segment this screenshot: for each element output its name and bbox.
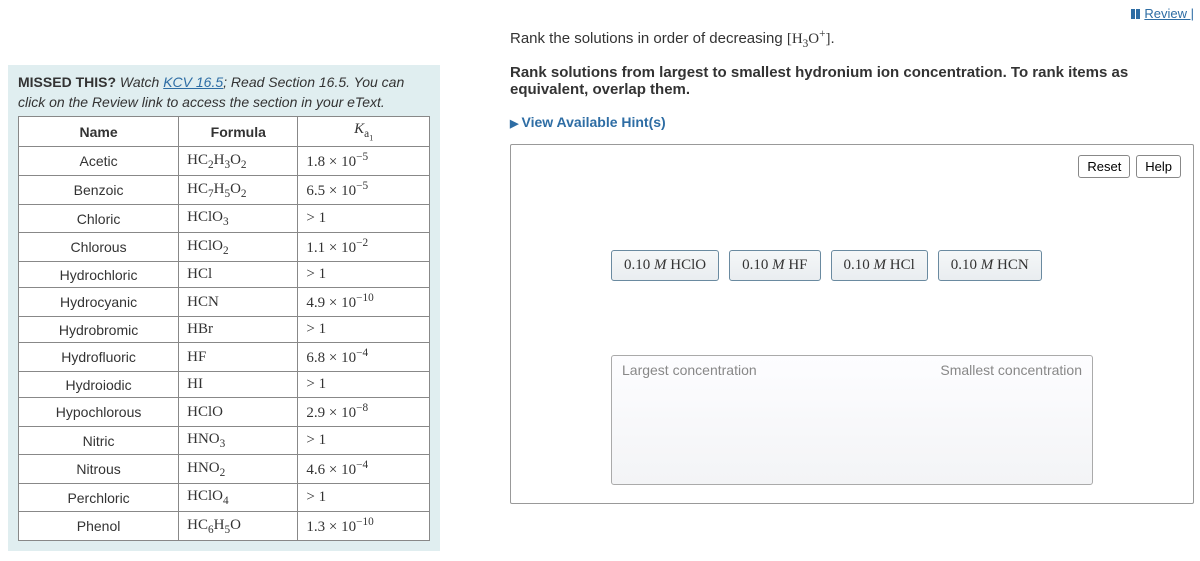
draggable-tile[interactable]: 0.10 M HClO xyxy=(611,250,719,281)
cell-formula: HBr xyxy=(179,317,298,343)
cell-formula: HClO2 xyxy=(179,233,298,262)
cell-name: Hydroiodic xyxy=(19,372,179,398)
cell-name: Perchloric xyxy=(19,484,179,512)
view-hints-link[interactable]: View Available Hint(s) xyxy=(510,114,666,130)
cell-name: Hydrobromic xyxy=(19,317,179,343)
question-prompt: Rank the solutions in order of decreasin… xyxy=(510,28,1200,50)
cell-ka: 4.9 × 10−10 xyxy=(298,288,430,317)
cell-name: Hypochlorous xyxy=(19,398,179,427)
cell-ka: > 1 xyxy=(298,317,430,343)
table-row: NitrousHNO24.6 × 10−4 xyxy=(19,455,430,484)
table-row: HypochlorousHClO2.9 × 10−8 xyxy=(19,398,430,427)
cell-ka: 6.5 × 10−5 xyxy=(298,176,430,205)
th-name: Name xyxy=(19,117,179,147)
table-row: BenzoicHC7H5O26.5 × 10−5 xyxy=(19,176,430,205)
draggable-tile[interactable]: 0.10 M HCl xyxy=(831,250,928,281)
table-row: HydrochloricHCl> 1 xyxy=(19,262,430,288)
missed-before: Watch xyxy=(116,74,163,90)
cell-ka: > 1 xyxy=(298,484,430,512)
cell-formula: HNO3 xyxy=(179,427,298,455)
review-link[interactable]: Review | xyxy=(1131,6,1194,22)
cell-name: Phenol xyxy=(19,512,179,541)
cell-formula: HI xyxy=(179,372,298,398)
cell-formula: HClO4 xyxy=(179,484,298,512)
cell-name: Hydrofluoric xyxy=(19,343,179,372)
missed-prefix: MISSED THIS? xyxy=(18,74,116,90)
cell-formula: HCN xyxy=(179,288,298,317)
cell-ka: 4.6 × 10−4 xyxy=(298,455,430,484)
cell-ka: 1.8 × 10−5 xyxy=(298,147,430,176)
cell-name: Nitrous xyxy=(19,455,179,484)
cell-formula: HCl xyxy=(179,262,298,288)
help-button[interactable]: Help xyxy=(1136,155,1181,178)
cell-ka: > 1 xyxy=(298,262,430,288)
table-row: NitricHNO3> 1 xyxy=(19,427,430,455)
cell-ka: 1.3 × 10−10 xyxy=(298,512,430,541)
math-h3o: [H3O+] xyxy=(787,31,831,47)
drop-label-right: Smallest concentration xyxy=(940,362,1082,378)
drop-label-left: Largest concentration xyxy=(622,362,757,378)
cell-ka: > 1 xyxy=(298,427,430,455)
draggable-tile[interactable]: 0.10 M HCN xyxy=(938,250,1042,281)
table-row: AceticHC2H3O21.8 × 10−5 xyxy=(19,147,430,176)
th-formula: Formula xyxy=(179,117,298,147)
cell-ka: 6.8 × 10−4 xyxy=(298,343,430,372)
reset-button[interactable]: Reset xyxy=(1078,155,1130,178)
cell-name: Hydrocyanic xyxy=(19,288,179,317)
bars-icon xyxy=(1131,7,1141,22)
cell-name: Acetic xyxy=(19,147,179,176)
cell-ka: > 1 xyxy=(298,205,430,233)
cell-ka: > 1 xyxy=(298,372,430,398)
cell-ka: 1.1 × 10−2 xyxy=(298,233,430,262)
table-row: PerchloricHClO4> 1 xyxy=(19,484,430,512)
table-row: PhenolHC6H5O1.3 × 10−10 xyxy=(19,512,430,541)
missed-link[interactable]: KCV 16.5 xyxy=(163,74,223,90)
cell-formula: HC7H5O2 xyxy=(179,176,298,205)
table-row: ChlorousHClO21.1 × 10−2 xyxy=(19,233,430,262)
missed-this-panel: MISSED THIS? Watch KCV 16.5; Read Sectio… xyxy=(8,65,440,551)
ranking-dropzone[interactable]: Largest concentration Smallest concentra… xyxy=(611,355,1093,485)
cell-name: Nitric xyxy=(19,427,179,455)
cell-name: Chlorous xyxy=(19,233,179,262)
th-ka: Ka1 xyxy=(298,117,430,147)
cell-formula: HClO3 xyxy=(179,205,298,233)
question-instruction: Rank solutions from largest to smallest … xyxy=(510,64,1200,98)
table-row: HydrocyanicHCN4.9 × 10−10 xyxy=(19,288,430,317)
table-row: HydrofluoricHF6.8 × 10−4 xyxy=(19,343,430,372)
cell-name: Chloric xyxy=(19,205,179,233)
cell-formula: HC6H5O xyxy=(179,512,298,541)
ranking-workspace: Reset Help 0.10 M HClO 0.10 M HF 0.10 M HC… xyxy=(510,144,1194,504)
cell-name: Hydrochloric xyxy=(19,262,179,288)
table-row: HydrobromicHBr> 1 xyxy=(19,317,430,343)
cell-formula: HF xyxy=(179,343,298,372)
cell-formula: HNO2 xyxy=(179,455,298,484)
cell-formula: HC2H3O2 xyxy=(179,147,298,176)
cell-formula: HClO xyxy=(179,398,298,427)
draggable-tile[interactable]: 0.10 M HF xyxy=(729,250,820,281)
cell-name: Benzoic xyxy=(19,176,179,205)
table-row: HydroiodicHI> 1 xyxy=(19,372,430,398)
acid-table: Name Formula Ka1 AceticHC2H3O21.8 × 10−5… xyxy=(18,116,430,541)
table-row: ChloricHClO3> 1 xyxy=(19,205,430,233)
cell-ka: 2.9 × 10−8 xyxy=(298,398,430,427)
